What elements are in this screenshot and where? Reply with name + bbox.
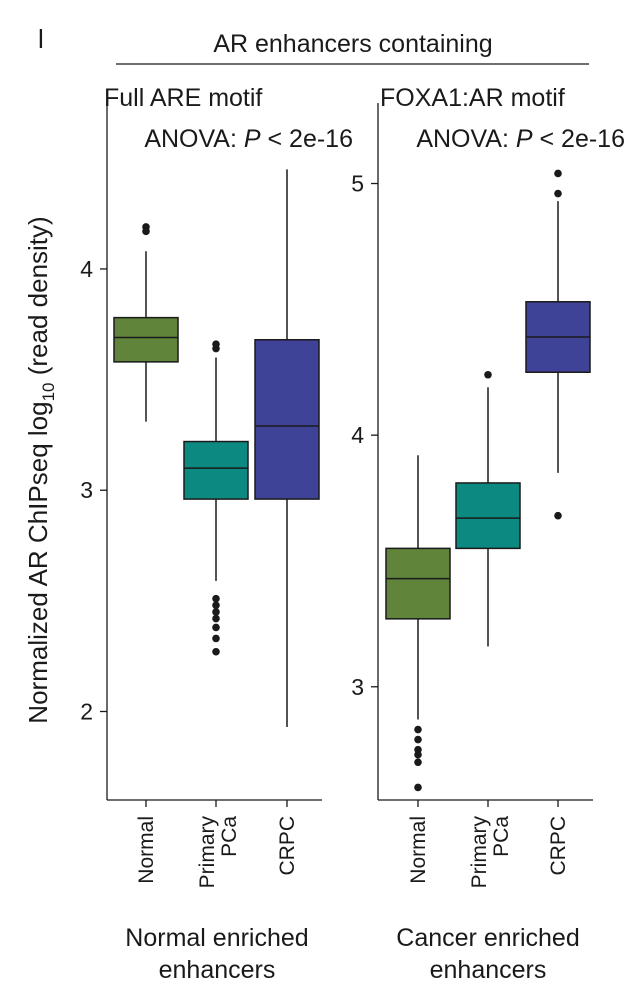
outlier-point (212, 340, 220, 348)
outlier-point (212, 608, 220, 616)
outlier-point (212, 634, 220, 643)
y-axis-label-tail: (read density) (23, 216, 53, 382)
y-tick-label: 5 (351, 171, 364, 197)
x-axis-label-line: enhancers (430, 956, 547, 984)
x-tick-label-line: PCa (490, 816, 513, 857)
box-iqr (183, 440, 249, 500)
box-iqr (385, 547, 451, 620)
panel-foxa1-ar-motif: FOXA1:AR motif ANOVA: P < 2e-16 3 4 5 Normal P… (351, 84, 625, 984)
anova-annotation: ANOVA: P < 2e-16 (144, 125, 353, 153)
outlier-point (142, 223, 150, 231)
panel-subtitle: Full ARE motif (104, 84, 262, 112)
outlier-point (212, 623, 220, 632)
outlier-point (554, 189, 562, 198)
box-normal (385, 455, 451, 792)
outlier-point (414, 725, 422, 734)
anova-annotation: ANOVA: P < 2e-16 (416, 125, 625, 153)
anova-prefix: ANOVA: (416, 125, 516, 153)
outlier-point (554, 169, 562, 178)
x-tick-label-crpc: CRPC (276, 816, 299, 876)
anova-prefix: ANOVA: (144, 125, 244, 153)
group-title: AR enhancers containing (213, 30, 492, 58)
outlier-point (212, 614, 220, 623)
x-tick-label-normal: Normal (135, 816, 158, 884)
y-tick-label: 3 (80, 477, 93, 503)
y-axis-label-subscript: 10 (39, 383, 58, 402)
outlier-point (414, 735, 422, 744)
anova-p-symbol: P (244, 125, 261, 153)
x-axis-label-line: Normal enriched (125, 924, 308, 952)
outlier-point (212, 601, 220, 610)
x-tick-label-normal: Normal (407, 816, 430, 884)
outlier-point (414, 750, 422, 759)
outlier-point (414, 783, 422, 792)
box-primary-pca (455, 370, 521, 647)
anova-p-symbol: P (516, 125, 533, 153)
x-tick-label-primary-pca: PrimaryPCa (196, 816, 241, 889)
y-tick-label: 4 (80, 256, 93, 282)
x-tick-label-line: Primary (468, 816, 491, 889)
x-tick-label-crpc: CRPC (547, 816, 570, 876)
x-tick-label-line: Normal (407, 816, 430, 884)
x-tick-label-line: PCa (218, 816, 241, 857)
anova-suffix: < 2e-16 (261, 125, 353, 153)
outlier-point (212, 647, 220, 656)
box-crpc (254, 169, 320, 727)
box-primary-pca (183, 340, 249, 656)
y-axis-label-main: Normalized AR ChIPseq log (23, 401, 53, 723)
x-tick-label-line: CRPC (547, 816, 570, 876)
box-crpc (525, 169, 591, 520)
outlier-point (484, 370, 492, 379)
panel-subtitle: FOXA1:AR motif (380, 84, 565, 112)
x-tick-label-line: CRPC (276, 816, 299, 876)
x-axis-label-line: enhancers (159, 956, 276, 984)
y-tick-label: 3 (351, 674, 364, 700)
y-axis-label: Normalized AR ChIPseq log10 (read densit… (23, 216, 58, 723)
panel-letter: l (38, 24, 44, 54)
outlier-point (414, 758, 422, 767)
box-iqr (254, 339, 320, 500)
outlier-point (212, 594, 220, 603)
y-tick-label: 4 (351, 422, 364, 448)
box-iqr (113, 316, 179, 363)
x-tick-label-line: Normal (135, 816, 158, 884)
x-tick-label-line: Primary (196, 816, 219, 889)
box-iqr (455, 482, 521, 550)
outlier-point (554, 511, 562, 520)
anova-suffix: < 2e-16 (533, 125, 625, 153)
x-tick-label-primary-pca: PrimaryPCa (468, 816, 513, 889)
y-tick-label: 2 (80, 698, 93, 724)
x-axis-label-line: Cancer enriched (396, 924, 579, 952)
box-normal (113, 223, 179, 422)
panel-full-are-motif: Full ARE motif ANOVA: P < 2e-16 2 3 4 Normal P… (80, 84, 353, 984)
